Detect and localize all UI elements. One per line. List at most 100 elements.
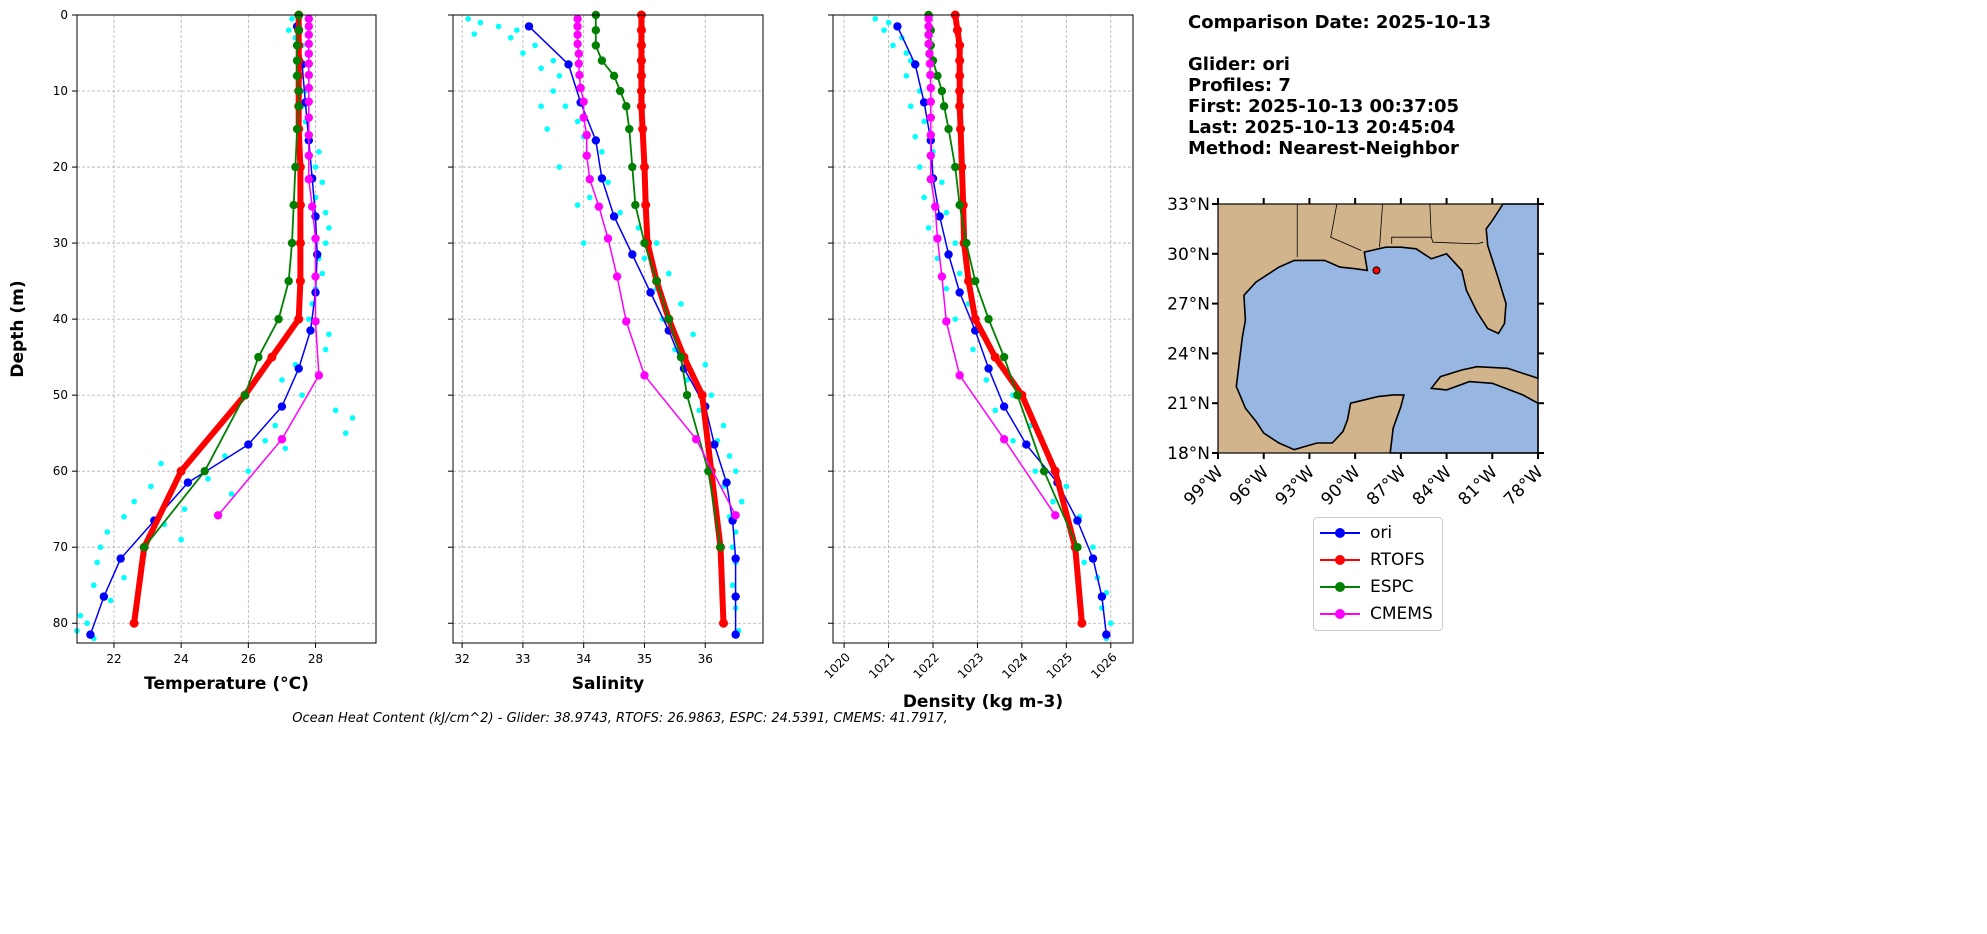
series-marker-ESPC [951,162,960,172]
series-marker-RTOFS [697,390,707,400]
raw-glider-point [580,240,587,246]
raw-glider-point [574,118,581,125]
raw-glider-point [121,574,127,581]
raw-glider-point [1090,544,1096,551]
raw-glider-point [943,285,950,292]
raw-glider-point [322,209,329,216]
x-tick-label: 1021 [866,650,897,681]
raw-glider-point [299,392,305,398]
series-marker-ori [116,554,125,563]
series-marker-CMEMS [304,22,314,31]
glider-name: Glider: ori [1188,54,1290,75]
series-marker-ori [306,326,315,335]
y-tick-label: 40 [53,312,68,326]
series-marker-CMEMS [304,130,314,140]
series-marker-ori [1102,630,1111,639]
x-tick-label: 24 [174,652,189,666]
series-marker-ESPC [139,543,149,552]
series-marker-ESPC [984,314,993,324]
raw-glider-point [316,149,322,155]
series-marker-CMEMS [585,175,594,184]
raw-glider-point [507,35,514,41]
series-marker-RTOFS [638,124,648,134]
series-marker-CMEMS [277,435,287,444]
series-marker-CMEMS [314,371,324,380]
series-marker-RTOFS [294,314,304,324]
raw-glider-point [916,164,923,170]
series-marker-CMEMS [311,317,320,326]
series-marker-CMEMS [573,30,582,39]
raw-glider-point [983,377,990,383]
y-tick-label: 10 [53,84,68,98]
legend-swatch [1320,607,1360,621]
x-tick-label: 34 [576,652,591,666]
state-border [1429,203,1432,238]
raw-glider-point [289,16,295,22]
series-marker-ori [1088,554,1098,563]
raw-glider-point [319,270,326,277]
series-marker-ESPC [933,71,942,81]
y-axis-label: Depth (m) [8,280,28,377]
series-marker-RTOFS [641,200,651,210]
series-marker-CMEMS [926,130,935,140]
raw-glider-point [222,453,228,459]
x-tick-label: 22 [106,652,121,666]
raw-glider-point [532,42,538,49]
map-lat-label: 18°N [1167,444,1210,464]
raw-glider-point [729,582,736,589]
location-map: 99°W96°W93°W90°W87°W84°W81°W78°W 33°N 30°N… [1167,195,1548,510]
legend-swatch [1320,580,1360,594]
series-marker-CMEMS [931,202,940,211]
series-marker-ori [294,364,303,373]
raw-glider-point [702,361,709,368]
map-lat-label: 21°N [1167,394,1210,414]
raw-glider-point [544,126,551,132]
raw-glider-point [538,65,544,72]
raw-glider-point [312,164,319,170]
series-marker-CMEMS [942,317,951,326]
raw-glider-point [562,103,569,110]
raw-glider-point [158,460,164,467]
series-marker-ESPC [955,200,964,210]
series-marker-CMEMS [579,97,588,106]
series-marker-ESPC [944,124,953,134]
series-line-ESPC [143,15,300,548]
legend-item-rtofs: RTOFS [1320,548,1425,572]
series-marker-ESPC [615,86,625,96]
series-marker-ESPC [631,200,640,210]
series-marker-ESPC [597,56,607,65]
series-marker-CMEMS [304,14,314,24]
x-axis-label: Salinity [572,674,645,694]
y-tick-label: 50 [53,388,68,402]
series-marker-CMEMS [213,511,223,520]
raw-glider-point [322,346,329,353]
series-marker-RTOFS [636,40,646,50]
series-marker-RTOFS [295,276,305,286]
method: Method: Nearest-Neighbor [1188,138,1459,159]
series-marker-ori [731,592,740,601]
series-marker-ESPC [284,276,293,286]
raw-glider-point [605,179,611,186]
series-marker-ori [591,136,601,145]
raw-glider-point [556,73,563,79]
x-axis-label: Temperature (°C) [144,674,309,694]
series-marker-ESPC [274,314,283,324]
raw-glider-point [708,392,715,398]
glider-position-marker [1372,266,1381,275]
raw-glider-point [956,270,963,277]
series-marker-ESPC [939,102,949,111]
raw-glider-point [520,50,526,56]
series-marker-ori [313,250,322,259]
raw-glider-point [925,225,932,231]
series-marker-ori [955,288,964,297]
series-marker-ESPC [962,238,971,248]
raw-glider-point [272,422,279,429]
raw-glider-point [465,16,471,22]
map-lon-label: 81°W [1454,462,1501,509]
raw-glider-point [84,620,90,627]
series-marker-RTOFS [955,71,965,81]
series-marker-CMEMS [304,49,314,58]
raw-glider-point [77,612,84,619]
series-marker-ESPC [240,390,250,400]
raw-glider-point [653,240,660,246]
